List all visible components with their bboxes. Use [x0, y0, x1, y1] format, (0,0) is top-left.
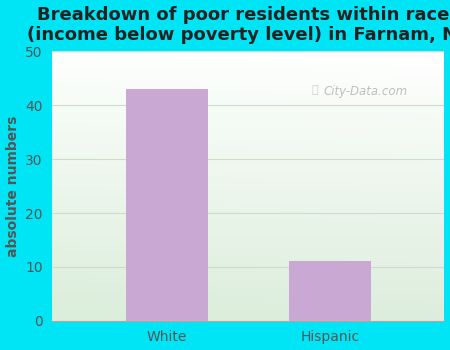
Bar	[126, 89, 207, 321]
Text: 🔍: 🔍	[312, 85, 319, 96]
Bar	[289, 261, 371, 321]
Text: City-Data.com: City-Data.com	[324, 85, 408, 98]
Title: Breakdown of poor residents within races
(income below poverty level) in Farnam,: Breakdown of poor residents within races…	[27, 6, 450, 44]
Y-axis label: absolute numbers: absolute numbers	[5, 116, 19, 257]
